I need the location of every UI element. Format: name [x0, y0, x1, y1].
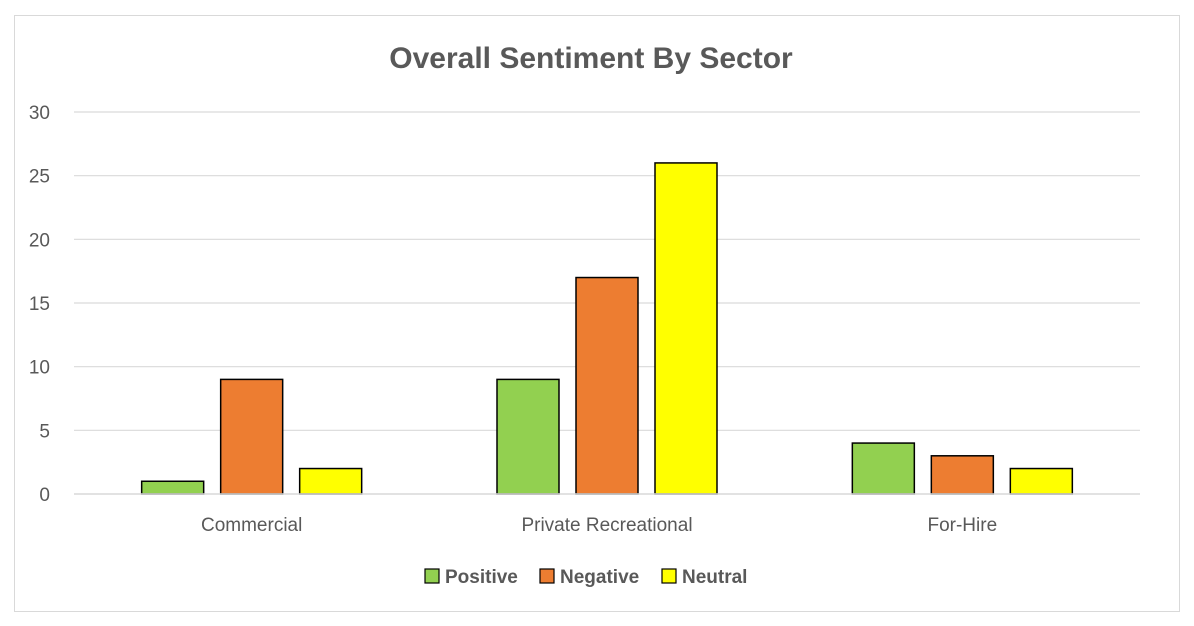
- x-axis-ticks: Commercial Private Recreational For-Hire: [201, 515, 997, 536]
- bar-negative-commercial: [219, 378, 284, 495]
- bar-negative-private-recreational: [575, 276, 639, 495]
- legend-label: Neutral: [682, 567, 747, 588]
- y-tick-label: 20: [29, 230, 50, 251]
- y-tick-label: 15: [29, 294, 50, 315]
- bar-positive-private-recreational: [496, 378, 560, 495]
- y-tick-label: 5: [39, 421, 50, 442]
- legend-swatch: [661, 568, 677, 584]
- bar-positive-for-hire: [851, 442, 916, 495]
- legend-label: Positive: [445, 567, 518, 588]
- bar-neutral-commercial: [298, 467, 363, 495]
- chart-title: Overall Sentiment By Sector: [389, 42, 793, 75]
- y-tick-label: 10: [29, 358, 50, 379]
- bar-negative-for-hire: [930, 455, 995, 495]
- bar-positive-commercial: [140, 480, 205, 495]
- bar-neutral-private-recreational: [654, 162, 718, 495]
- x-tick-label: Commercial: [201, 515, 302, 536]
- bar-neutral-for-hire: [1009, 467, 1074, 495]
- y-tick-label: 25: [29, 167, 50, 188]
- legend-label: Negative: [560, 567, 639, 588]
- y-tick-label: 0: [39, 485, 50, 506]
- x-tick-label: Private Recreational: [521, 515, 692, 536]
- x-tick-label: For-Hire: [927, 515, 997, 536]
- legend-item-neutral: Neutral: [661, 567, 747, 588]
- y-tick-label: 30: [29, 103, 50, 124]
- legend-item-negative: Negative: [539, 567, 639, 588]
- y-axis-ticks: 0 5 10 15 20 25 30: [29, 103, 50, 506]
- legend: Positive Negative Neutral: [424, 567, 747, 588]
- legend-item-positive: Positive: [424, 567, 518, 588]
- legend-swatch: [539, 568, 555, 584]
- legend-swatch: [424, 568, 440, 584]
- bars: [140, 162, 1074, 495]
